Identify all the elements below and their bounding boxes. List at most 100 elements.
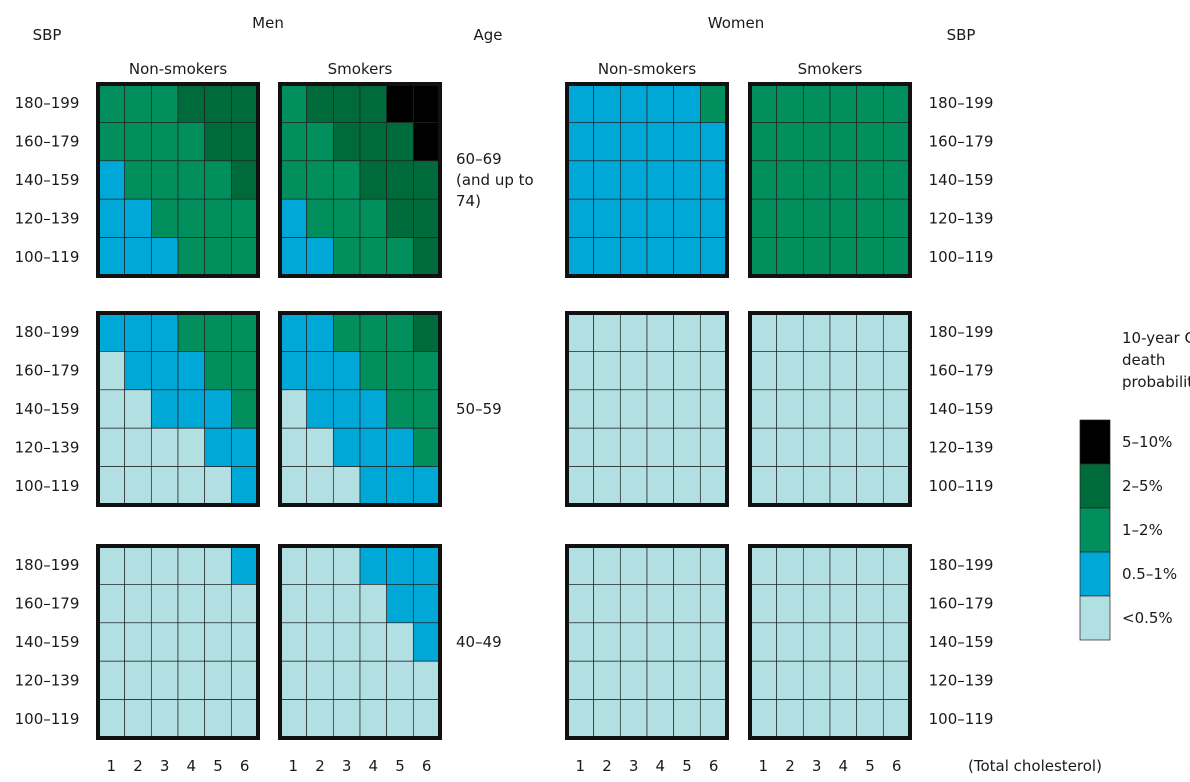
heatmap-cell	[776, 351, 804, 391]
heatmap-cell	[332, 622, 361, 662]
sbp-row-label-right: 100–119	[929, 248, 994, 266]
heatmap-cell	[124, 427, 152, 467]
heatmap-cell	[882, 160, 911, 200]
heatmap-cell	[646, 622, 675, 662]
age-group-label: 74)	[456, 192, 481, 210]
cholesterol-tick-label: 4	[369, 757, 379, 775]
cholesterol-tick-label: 3	[812, 757, 822, 775]
heatmap-cell	[749, 389, 778, 429]
heatmap-cell	[829, 83, 858, 123]
legend-swatch	[1079, 463, 1111, 509]
sbp-row-label-left: 120–139	[15, 438, 80, 456]
heatmap-cell	[673, 427, 701, 467]
heatmap-cell	[593, 122, 621, 162]
heatmap-cell	[124, 237, 152, 277]
heatmap-cell	[306, 198, 334, 238]
heatmap-cell	[230, 198, 259, 238]
heatmap-cell	[177, 660, 206, 700]
heatmap-cell	[673, 466, 701, 506]
heatmap-cell	[882, 584, 911, 624]
heatmap-cell	[386, 622, 414, 662]
heatmap-cell	[829, 660, 858, 700]
heatmap-cell	[332, 351, 361, 391]
heatmap-cell	[802, 160, 831, 200]
sbp-row-label-left: 160–179	[15, 362, 80, 380]
cholesterol-tick-label: 3	[160, 757, 170, 775]
chart-body: 180–199 180–199 160–179 160–179 140–159 140–1…	[15, 82, 1190, 775]
heatmap-cell	[829, 466, 858, 506]
heatmap-cell	[412, 584, 441, 624]
heatmap-cell	[699, 660, 728, 700]
cholesterol-tick-label: 5	[682, 757, 692, 775]
heatmap-cell	[279, 545, 308, 585]
panel-border	[748, 82, 912, 278]
cholesterol-tick-label: 5	[213, 757, 223, 775]
cholesterol-axis-label: (Total cholesterol)	[968, 757, 1102, 775]
sbp-row-label-left: 100–119	[15, 248, 80, 266]
heatmap-cell	[749, 660, 778, 700]
age-group-label: 50–59	[456, 400, 502, 418]
heatmap-cell	[646, 584, 675, 624]
legend-label: 0.5–1%	[1122, 565, 1177, 583]
heatmap-cell	[856, 83, 884, 123]
heatmap-cell	[646, 351, 675, 391]
heatmap-cell	[802, 660, 831, 700]
heatmap-cell	[856, 545, 884, 585]
heatmap-cell	[646, 198, 675, 238]
heatmap-cell	[386, 466, 414, 506]
heatmap-cell	[619, 83, 648, 123]
women-smokers-header: Smokers	[798, 60, 863, 78]
heatmap-cell	[593, 584, 621, 624]
cholesterol-tick-label: 5	[395, 757, 405, 775]
heatmap-cell	[177, 198, 206, 238]
sbp-row-label-left: 100–119	[15, 710, 80, 728]
age-group-label: 40–49	[456, 633, 502, 651]
heatmap-cell	[856, 160, 884, 200]
heatmap-cell	[749, 622, 778, 662]
heatmap-cell	[619, 622, 648, 662]
heatmap-cell	[699, 466, 728, 506]
heatmap-cell	[829, 622, 858, 662]
heatmap-cell	[332, 466, 361, 506]
heatmap-cell	[204, 660, 232, 700]
heatmap-cell	[882, 660, 911, 700]
heatmap-cell	[673, 622, 701, 662]
heatmap-cell	[359, 312, 388, 352]
heatmap-cell	[412, 237, 441, 277]
panel-border	[96, 311, 260, 507]
heatmap-cell	[776, 699, 804, 739]
heatmap-cell	[177, 389, 206, 429]
heatmap-cell	[359, 237, 388, 277]
sbp-row-label-left: 180–199	[15, 556, 80, 574]
heatmap-cell	[593, 389, 621, 429]
men-smokers-header: Smokers	[328, 60, 393, 78]
heatmap-cell	[646, 545, 675, 585]
heatmap-cell	[619, 160, 648, 200]
heatmap-cell	[177, 427, 206, 467]
heatmap-cell	[306, 466, 334, 506]
heatmap-cell	[802, 427, 831, 467]
heatmap-cell	[776, 312, 804, 352]
heatmap-cell	[802, 699, 831, 739]
heatmap-cell	[306, 427, 334, 467]
legend-title: 10-year CHD	[1122, 329, 1190, 347]
heatmap-cell	[673, 122, 701, 162]
heatmap-cell	[673, 312, 701, 352]
heatmap-cell	[332, 660, 361, 700]
heatmap-cell	[593, 160, 621, 200]
panel-border	[565, 311, 729, 507]
legend-title: death	[1122, 351, 1165, 369]
cholesterol-tick-label: 2	[602, 757, 612, 775]
heatmap-cell	[306, 545, 334, 585]
heatmap-cell	[306, 389, 334, 429]
heatmap-cell	[673, 160, 701, 200]
heatmap-cell	[856, 237, 884, 277]
heatmap-cell	[150, 427, 179, 467]
heatmap-cell	[699, 622, 728, 662]
heatmap-cell	[332, 545, 361, 585]
heatmap-cell	[646, 660, 675, 700]
heatmap-cell	[97, 545, 126, 585]
cholesterol-tick-label: 6	[709, 757, 719, 775]
heatmap-cell	[150, 660, 179, 700]
heatmap-cell	[776, 660, 804, 700]
